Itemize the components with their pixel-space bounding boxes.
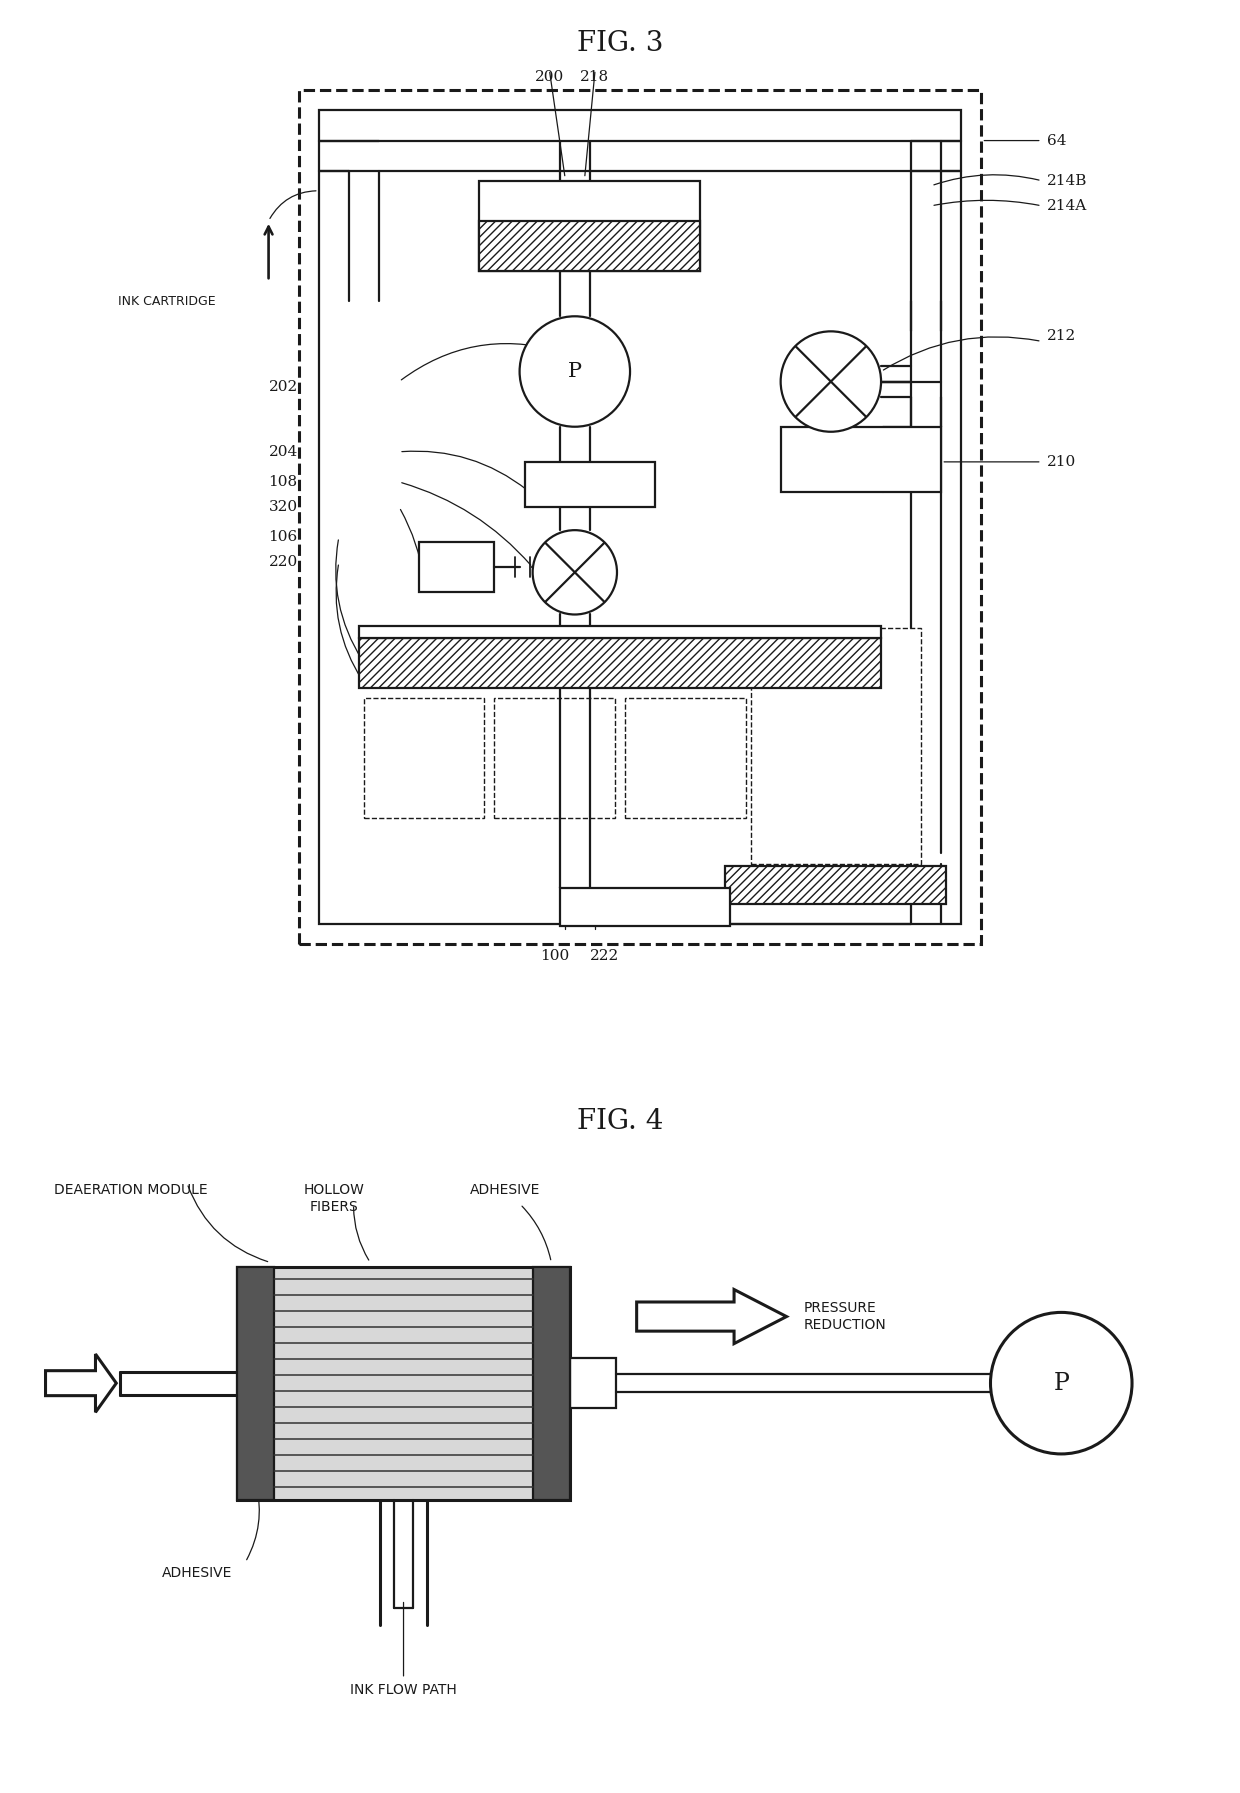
Text: P: P	[1053, 1372, 1069, 1395]
Text: 320: 320	[269, 500, 298, 515]
Bar	[781, 427, 941, 491]
Text: DEAERATION MODULE: DEAERATION MODULE	[53, 1183, 207, 1198]
Bar	[570, 1357, 616, 1408]
Bar	[625, 697, 745, 818]
Bar	[480, 181, 701, 271]
Bar	[495, 697, 615, 818]
Text: 204: 204	[269, 445, 298, 459]
Text: PRESSURE
REDUCTION: PRESSURE REDUCTION	[804, 1302, 885, 1332]
Bar	[533, 1266, 570, 1499]
Text: 202: 202	[269, 380, 298, 394]
Bar	[525, 463, 655, 507]
Text: 108: 108	[269, 475, 298, 489]
Text: 218: 218	[580, 70, 610, 84]
Bar	[237, 1266, 274, 1499]
Text: ADHESIVE: ADHESIVE	[470, 1183, 541, 1198]
Polygon shape	[636, 1289, 786, 1343]
Bar	[750, 628, 921, 864]
Polygon shape	[46, 1354, 117, 1413]
Text: HOLLOW
FIBERS: HOLLOW FIBERS	[304, 1183, 365, 1214]
Circle shape	[520, 316, 630, 427]
Bar	[419, 541, 495, 592]
Text: FIG. 4: FIG. 4	[577, 1108, 663, 1135]
Bar	[358, 626, 882, 638]
Text: 214B: 214B	[1047, 174, 1087, 188]
Text: 106: 106	[269, 531, 298, 545]
Bar	[319, 111, 961, 923]
Bar	[358, 638, 882, 689]
Text: 214A: 214A	[1047, 199, 1087, 213]
Text: 100: 100	[541, 948, 569, 963]
Bar	[725, 866, 946, 904]
Text: 64: 64	[1047, 133, 1066, 147]
Bar	[559, 888, 730, 925]
Circle shape	[991, 1312, 1132, 1454]
Text: FIG. 3: FIG. 3	[577, 30, 663, 57]
Text: 200: 200	[536, 70, 564, 84]
Bar	[365, 697, 485, 818]
Text: ADHESIVE: ADHESIVE	[162, 1567, 232, 1580]
Text: 212: 212	[1047, 330, 1076, 344]
Text: 210: 210	[1047, 455, 1076, 470]
Circle shape	[533, 531, 618, 615]
Text: INK CARTRIDGE: INK CARTRIDGE	[118, 294, 216, 308]
Bar	[299, 90, 982, 943]
Text: 220: 220	[269, 556, 298, 570]
Bar	[237, 1266, 570, 1499]
Text: 222: 222	[590, 948, 620, 963]
Bar	[480, 221, 701, 271]
Text: P: P	[568, 362, 582, 380]
Text: INK FLOW PATH: INK FLOW PATH	[350, 1684, 456, 1696]
Circle shape	[781, 332, 882, 432]
